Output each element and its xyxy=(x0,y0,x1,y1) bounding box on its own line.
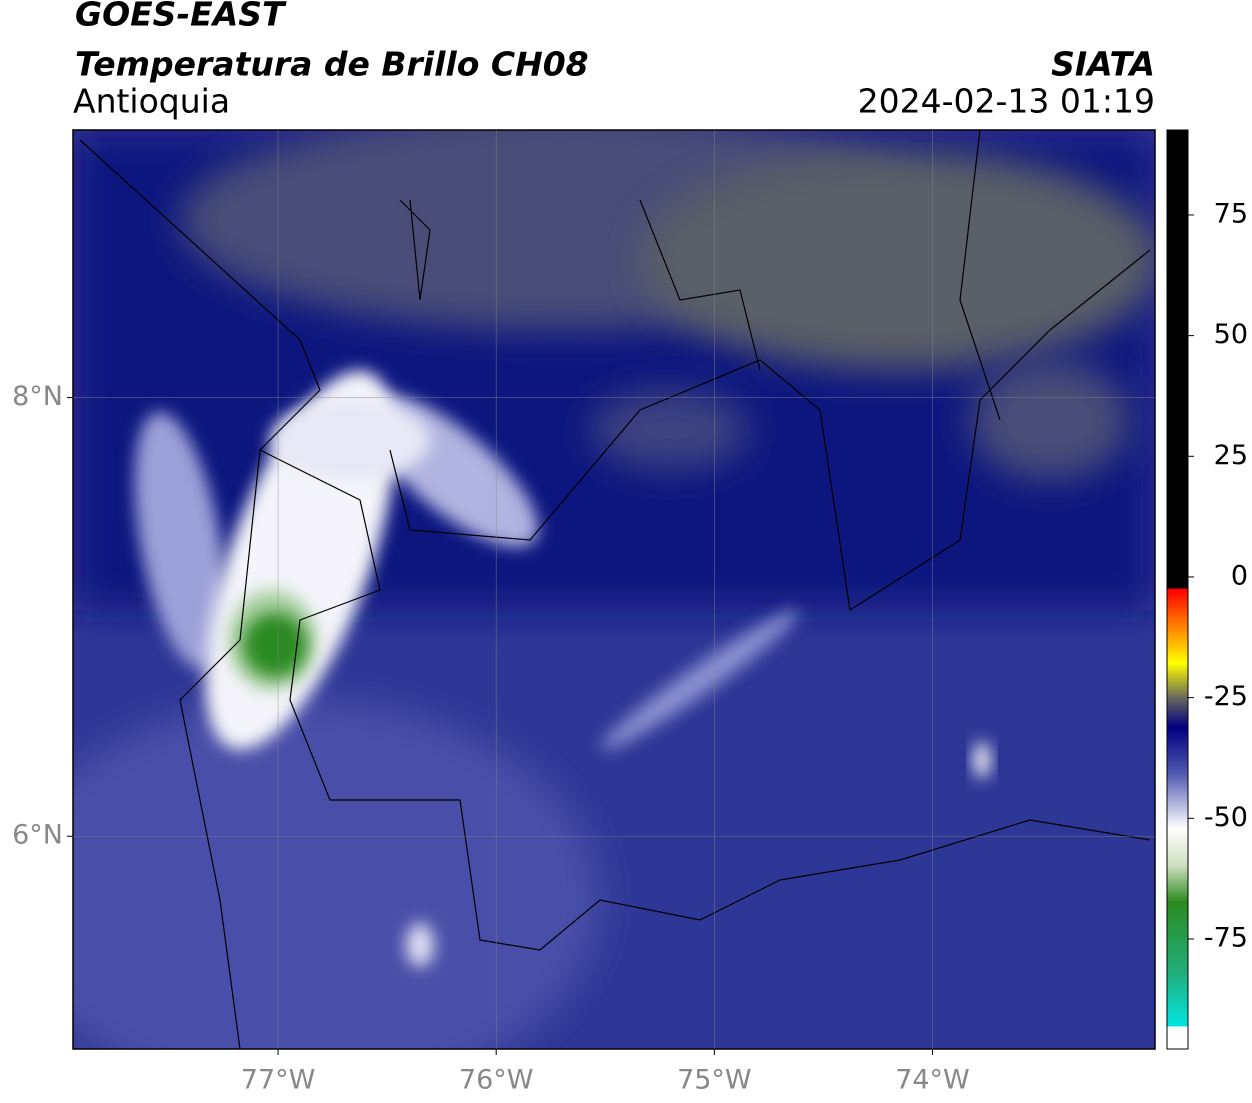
map-frame xyxy=(72,129,1156,1050)
colorbar-tick-label: 75 xyxy=(1214,198,1248,229)
x-tick-label: 77°W xyxy=(241,1065,316,1096)
colorbar xyxy=(1166,129,1189,1050)
colorbar-tick-label: -75 xyxy=(1204,922,1248,953)
title: GOES-EAST xyxy=(75,0,287,34)
borders xyxy=(79,130,1151,1049)
colorbar-tick-label: 0 xyxy=(1231,560,1248,591)
subtitle: Temperatura de Brillo CH08 xyxy=(75,45,589,84)
colorbar-tick-label: -25 xyxy=(1204,681,1248,712)
y-tick-label: 6°N xyxy=(12,820,63,851)
timestamp: 2024-02-13 01:19 xyxy=(858,82,1155,121)
x-tick-label: 74°W xyxy=(895,1065,970,1096)
agency: SIATA xyxy=(1051,45,1155,84)
colorbar-tick-label: 25 xyxy=(1214,440,1248,471)
colorbar-tick-label: 50 xyxy=(1214,319,1248,350)
satellite-image xyxy=(73,130,1155,1049)
y-tick-label: 8°N xyxy=(12,381,63,412)
colorbar-tick-label: -50 xyxy=(1204,802,1248,833)
x-tick-label: 75°W xyxy=(677,1065,752,1096)
x-tick-label: 76°W xyxy=(459,1065,534,1096)
region: Antioquia xyxy=(73,82,230,121)
